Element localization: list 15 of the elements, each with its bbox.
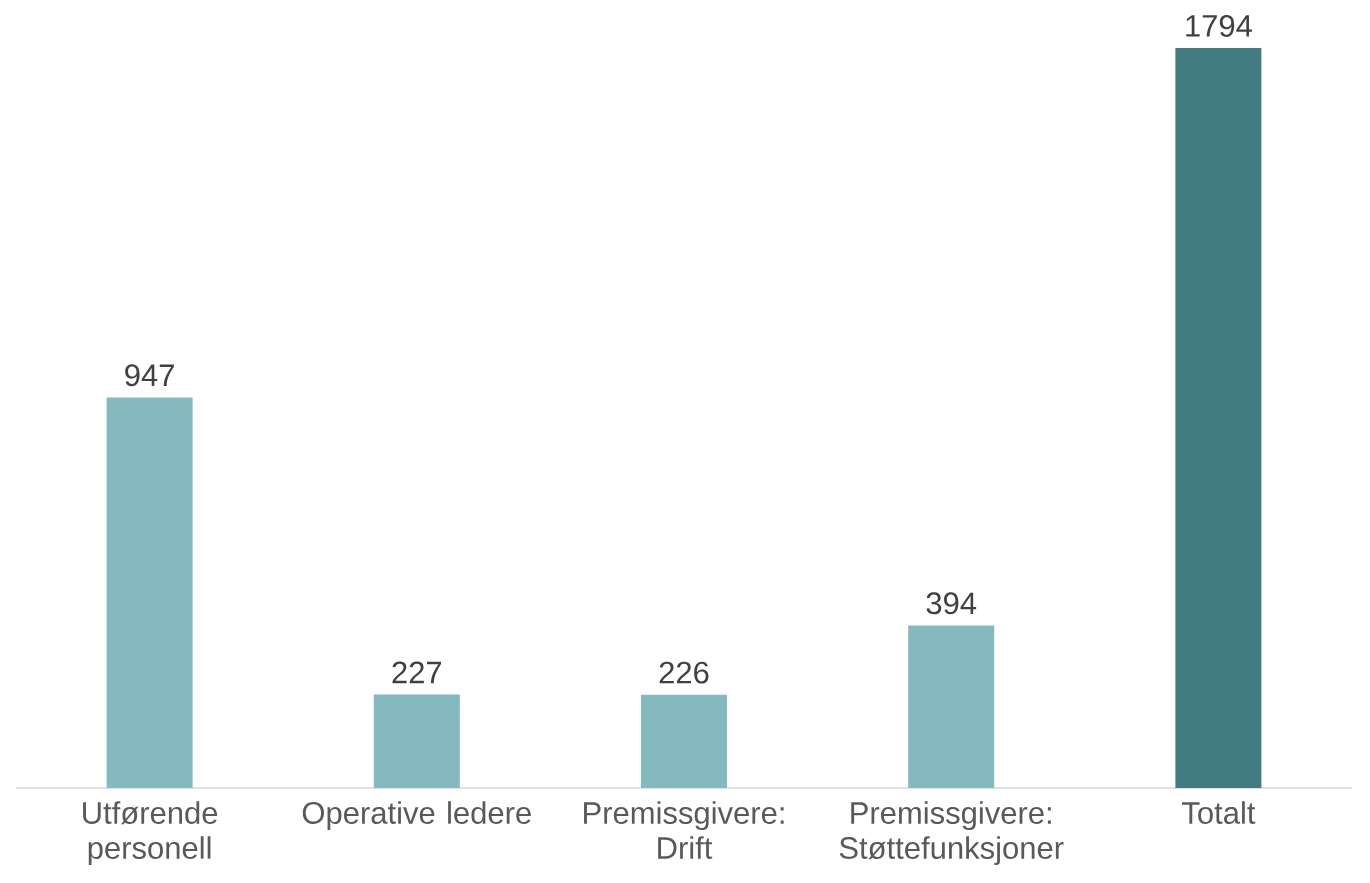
bar [1175,48,1262,788]
bar [106,397,193,788]
x-tick-label: Premissgivere: Drift [584,801,784,859]
data-label: 226 [659,661,709,684]
data-label: 227 [392,661,442,684]
bar [908,625,995,788]
data-label: 1794 [1186,14,1252,37]
data-label: 394 [926,592,977,615]
data-label: 947 [125,364,174,387]
x-tick-label: Operative ledere [302,801,531,831]
bar [641,694,727,788]
x-tick-label: Totalt [1182,801,1256,824]
x-tick-label: Utførende personell [83,801,218,866]
bar [373,694,460,788]
x-tick-label: Premissgivere: Støttefunksjoner [839,801,1064,866]
